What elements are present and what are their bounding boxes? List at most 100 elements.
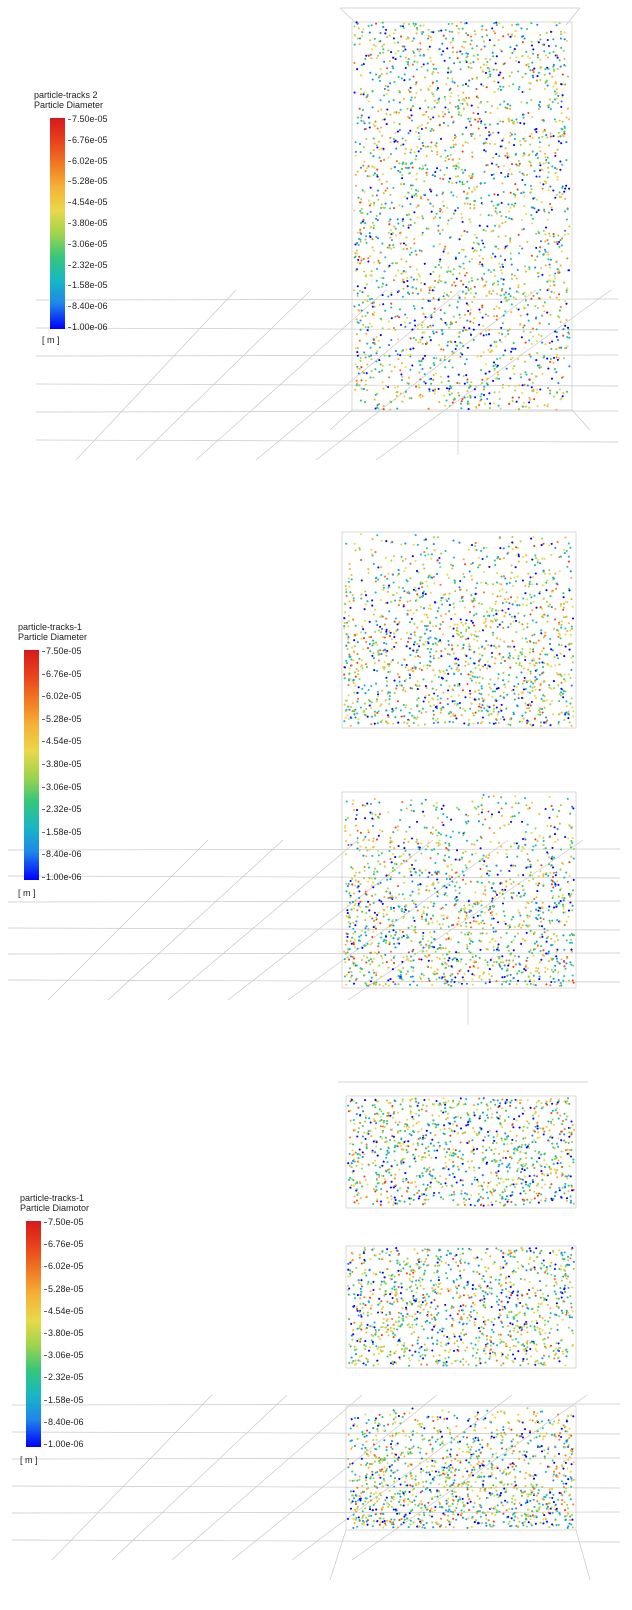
legend-tick-label: 4.54e-05: [68, 197, 108, 208]
grid-line: [7, 927, 621, 931]
particle-cloud: [352, 21, 571, 411]
grid-line: [571, 409, 591, 431]
domain-outline: [345, 1405, 577, 1531]
legend-tick-label: 6.76e-05: [42, 668, 82, 679]
grid-line: [287, 839, 509, 1001]
domain-view-1: [35, 7, 619, 461]
grid-line: [7, 848, 621, 851]
grid-line: [575, 1529, 591, 1581]
legend-tick-label: 1.00e-06: [68, 322, 108, 332]
grid-line: [75, 289, 237, 461]
grid-line: [51, 1394, 213, 1561]
grid-line: [11, 1511, 621, 1514]
particle-cloud: [343, 793, 575, 988]
grid-line: [315, 289, 537, 461]
legend-tick-label: 6.02e-05: [44, 1261, 84, 1272]
legend-tick-label: 3.06e-05: [42, 781, 82, 792]
legend-tick-label: 5.28e-05: [44, 1283, 84, 1294]
panel-1: particle-tracks 2 Particle Diameter 7.50…: [0, 0, 632, 470]
domain-outline: [345, 1095, 577, 1209]
legend-tick-label: 4.54e-05: [42, 736, 82, 747]
panel-3: particle-tracks-1 Particle Diamotor 7.50…: [0, 1060, 632, 1610]
grid-line: [351, 1394, 588, 1561]
legend-subtitle-3: Particle Diamotor: [20, 1203, 90, 1213]
colorbar-2: [24, 650, 39, 880]
grid-line: [195, 289, 387, 461]
legend-tick-label: 3.80e-05: [42, 759, 82, 769]
domain-view-3: [11, 1081, 621, 1581]
grid-line: [11, 1485, 621, 1489]
domain-outline: [341, 791, 577, 989]
legend-tick-label: 1.00e-06: [42, 872, 82, 882]
domain-outline: [345, 1245, 577, 1369]
legend-tick-label: 5.28e-05: [42, 713, 82, 724]
legend-title-1: particle-tracks 2: [34, 90, 98, 100]
legend-tick-label: 6.02e-05: [68, 155, 108, 166]
legend-tick-label: 1.58e-05: [42, 826, 82, 837]
legend-tick-label: 1.58e-05: [44, 1394, 84, 1405]
panel-2: particle-tracks-1 Particle Diameter 7.50…: [0, 500, 632, 1040]
legend-unit-2: [ m ]: [18, 888, 36, 898]
grid-line: [167, 839, 359, 1001]
colorbar-legend-2: particle-tracks-1 Particle Diameter 7.50…: [18, 622, 138, 912]
grid-line: [107, 839, 284, 1001]
colorbar-3: [26, 1221, 41, 1447]
grid-line: [565, 7, 581, 26]
legend-tick-label: 8.40e-06: [68, 301, 108, 312]
legend-tick-label: 3.80e-05: [44, 1328, 84, 1338]
grid-line: [347, 839, 584, 1001]
grid-line: [35, 327, 619, 331]
legend-tick-label: 6.76e-05: [68, 134, 108, 145]
grid-line: [35, 383, 619, 387]
particle-cloud: [346, 1247, 575, 1367]
grid-line: [35, 439, 619, 443]
domain-view-2: [7, 531, 621, 1025]
grid-line: [11, 1431, 621, 1435]
grid-line: [339, 7, 359, 26]
colorbar-legend-3: particle-tracks-1 Particle Diamotor 7.50…: [20, 1193, 140, 1483]
colorbar-1: [50, 118, 65, 329]
legend-unit-1: [ m ]: [42, 335, 60, 345]
legend-unit-3: [ m ]: [20, 1455, 38, 1465]
legend-tick-label: 7.50e-05: [42, 646, 82, 656]
particle-cloud: [347, 1096, 576, 1207]
grid-line: [329, 1529, 347, 1581]
grid-line: [171, 1394, 363, 1561]
legend-tick-label: 6.76e-05: [44, 1239, 84, 1250]
legend-tick-label: 2.32e-05: [42, 804, 82, 815]
legend-tick-label: 7.50e-05: [44, 1217, 84, 1227]
legend-subtitle-2: Particle Diameter: [18, 632, 88, 642]
legend-title-2: particle-tracks-1: [18, 622, 83, 632]
legend-tick-label: 1.58e-05: [68, 280, 108, 291]
legend-tick-label: 2.32e-05: [44, 1372, 84, 1383]
grid-line: [291, 1394, 513, 1561]
legend-tick-label: 8.40e-06: [44, 1416, 84, 1427]
particle-cloud: [346, 1407, 575, 1530]
colorbar-legend-1: particle-tracks 2 Particle Diameter 7.50…: [34, 90, 154, 360]
grid-line: [7, 900, 621, 903]
legend-tick-label: 5.28e-05: [68, 176, 108, 187]
legend-tick-label: 3.80e-05: [68, 218, 108, 228]
grid-line: [7, 952, 621, 955]
grid-line: [47, 839, 209, 1001]
grid-line: [227, 839, 434, 1001]
legend-tick-label: 4.54e-05: [44, 1305, 84, 1316]
grid-line: [329, 409, 353, 431]
particle-cloud: [343, 533, 575, 727]
grid-line: [231, 1394, 438, 1561]
legend-title-3: particle-tracks-1: [20, 1193, 85, 1203]
grid-line: [11, 1539, 621, 1543]
grid-line: [255, 289, 462, 461]
legend-tick-label: 6.02e-05: [42, 691, 82, 702]
legend-tick-label: 3.06e-05: [44, 1350, 84, 1361]
legend-tick-label: 1.00e-06: [44, 1439, 84, 1449]
grid-line: [35, 410, 619, 413]
grid-line: [135, 289, 312, 461]
legend-tick-label: 8.40e-06: [42, 849, 82, 860]
legend-tick-label: 3.06e-05: [68, 238, 108, 249]
domain-outline: [351, 21, 573, 411]
grid-line: [11, 1403, 621, 1406]
grid-line: [111, 1394, 288, 1561]
grid-line: [35, 298, 619, 301]
legend-subtitle-1: Particle Diameter: [34, 100, 104, 110]
